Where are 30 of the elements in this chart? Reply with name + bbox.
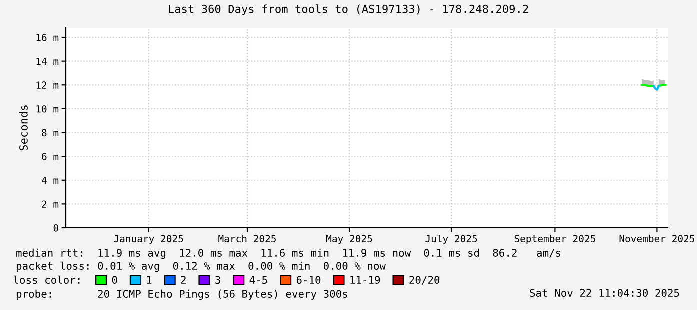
legend-label: 6-10 [296,276,321,284]
text: packet loss: 0.01 % avg 0.12 % max 0.00 % min 0.00 % now [16,262,386,272]
legend-label: 1 [147,276,152,284]
y-tick-label: 6 m [42,153,59,160]
text: probe: 20 ICMP Echo Pings (56 Bytes) every 300s [16,290,348,300]
text: Sat Nov 22 11:04:30 2025 [530,289,680,298]
x-tick-label: March 2025 [218,234,276,243]
legend-label: 11-19 [350,276,380,284]
y-tick-label: 4 m [42,177,59,184]
legend-label: 20/20 [410,276,440,285]
x-tick-label: November 2025 [620,234,694,243]
y-tick-label: 14 m [36,58,59,66]
y-tick-label: 10 m [36,105,59,113]
x-tick-label: May 2025 [326,235,372,244]
legend-label: 0 [112,276,118,284]
x-tick-label: January 2025 [114,235,184,244]
x-tick-label: September 2025 [514,234,596,244]
legend-label: 4-5 [250,276,268,284]
y-tick-label: 2 m [42,200,59,208]
y-axis-title: Seconds [19,106,28,151]
legend-label: 3 [216,276,220,284]
y-tick-label: 12 m [36,82,59,89]
legend-label: 2 [181,276,186,284]
y-tick-label: 0 [54,224,58,232]
y-tick-label: 8 m [42,129,59,137]
y-tick-label: 16 m [36,34,59,42]
chart-title: Last 360 Days from tools to (AS197133) - 178.248.209.2 [169,4,528,16]
x-tick-label: July 2025 [426,234,478,244]
text: median rtt: 11.9 ms avg 12.0 ms max 11.6 ms min 11.9 ms now 0.1 ms sd 86.2 am/s [16,248,561,260]
legend-title: loss color: [14,276,80,284]
